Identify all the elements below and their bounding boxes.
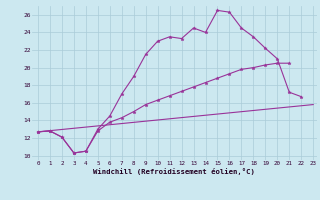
X-axis label: Windchill (Refroidissement éolien,°C): Windchill (Refroidissement éolien,°C) bbox=[93, 168, 255, 175]
